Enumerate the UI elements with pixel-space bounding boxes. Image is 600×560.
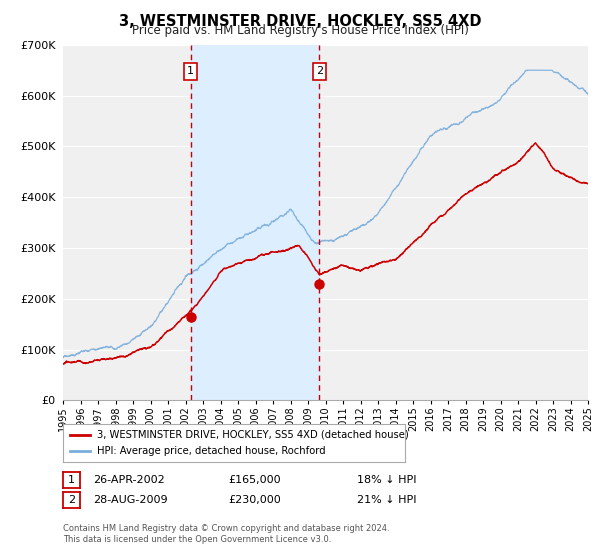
Text: 26-APR-2002: 26-APR-2002 xyxy=(93,475,165,485)
Text: 2: 2 xyxy=(68,495,75,505)
Bar xyxy=(191,45,319,400)
Text: 21% ↓ HPI: 21% ↓ HPI xyxy=(357,495,416,505)
Text: This data is licensed under the Open Government Licence v3.0.: This data is licensed under the Open Gov… xyxy=(63,535,331,544)
Text: 3, WESTMINSTER DRIVE, HOCKLEY, SS5 4XD: 3, WESTMINSTER DRIVE, HOCKLEY, SS5 4XD xyxy=(119,14,481,29)
Text: 28-AUG-2009: 28-AUG-2009 xyxy=(93,495,167,505)
Text: £165,000: £165,000 xyxy=(228,475,281,485)
Text: 18% ↓ HPI: 18% ↓ HPI xyxy=(357,475,416,485)
Text: 2: 2 xyxy=(316,67,323,77)
Text: Contains HM Land Registry data © Crown copyright and database right 2024.: Contains HM Land Registry data © Crown c… xyxy=(63,524,389,533)
Text: 1: 1 xyxy=(187,67,194,77)
Text: £230,000: £230,000 xyxy=(228,495,281,505)
Text: 3, WESTMINSTER DRIVE, HOCKLEY, SS5 4XD (detached house): 3, WESTMINSTER DRIVE, HOCKLEY, SS5 4XD (… xyxy=(97,430,409,440)
Text: HPI: Average price, detached house, Rochford: HPI: Average price, detached house, Roch… xyxy=(97,446,326,456)
Text: 1: 1 xyxy=(68,475,75,485)
Text: Price paid vs. HM Land Registry's House Price Index (HPI): Price paid vs. HM Land Registry's House … xyxy=(131,24,469,37)
